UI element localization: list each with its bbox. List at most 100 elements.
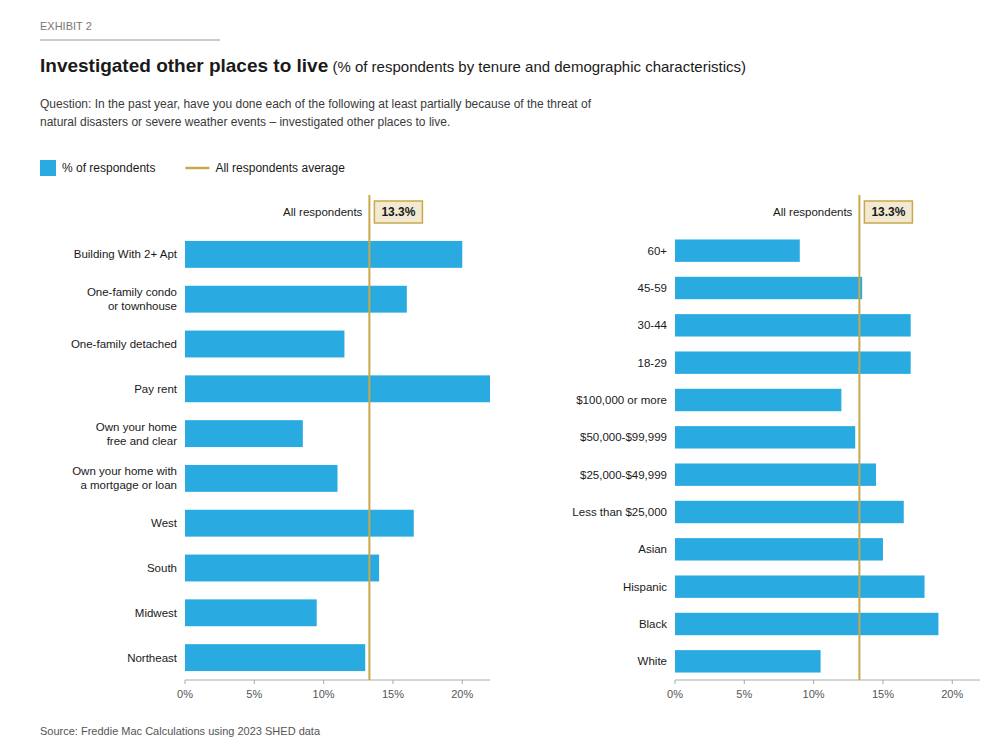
category-label: 18-29: [638, 357, 667, 369]
category-label-line: Own your home: [96, 421, 177, 433]
category-label-line: Hispanic: [623, 581, 667, 593]
x-tick: [744, 680, 745, 684]
category-label-line: Midwest: [135, 607, 178, 619]
bars: [675, 195, 938, 680]
x-tick-label: 20%: [451, 688, 473, 700]
average-label: All respondents: [283, 206, 363, 218]
legend-label: % of respondents: [62, 161, 155, 175]
category-label-line: Asian: [638, 543, 667, 555]
average-box-rect: [374, 201, 422, 223]
category-label: Pay rent: [134, 383, 178, 395]
x-tick-label: 15%: [872, 688, 894, 700]
panel: 0%5%10%15%20%60+45-5930-4418-29$100,000 …: [572, 195, 980, 700]
bar: [675, 463, 876, 485]
bar: [185, 510, 414, 537]
category-label-line: South: [147, 562, 177, 574]
average-box-rect: [864, 201, 912, 223]
x-tick: [254, 680, 255, 684]
category-label: $25,000-$49,999: [580, 469, 667, 481]
category-label: $50,000-$99,999: [580, 431, 667, 443]
category-label: Own your home with a mortgage or loan: [72, 465, 177, 491]
bar: [675, 575, 925, 597]
category-label-line: Pay rent: [134, 383, 178, 395]
legend-swatch: [40, 160, 56, 176]
note: Question: In the past year, have you don…: [40, 97, 592, 129]
x-tick-label: 0%: [667, 688, 683, 700]
category-label: 30-44: [638, 319, 668, 331]
category-label-line: Less than $25,000: [572, 506, 667, 518]
category-label-line: 18-29: [638, 357, 667, 369]
x-tick-label: 5%: [246, 688, 262, 700]
category-label-line: a mortgage or loan: [80, 479, 177, 491]
category-label: West: [151, 517, 178, 529]
category-label-line: West: [151, 517, 178, 529]
average-line: [368, 195, 370, 680]
category-label-line: free and clear: [107, 435, 177, 447]
x-tick: [462, 680, 463, 684]
category-label-line: 60+: [647, 245, 667, 257]
note-line: Question: In the past year, have you don…: [40, 97, 592, 111]
bar: [675, 277, 862, 299]
x-tick: [813, 680, 814, 684]
category-label-line: $100,000 or more: [576, 394, 667, 406]
bar: [185, 286, 407, 313]
category-label-line: $25,000-$49,999: [580, 469, 667, 481]
category-label: Building With 2+ Apt: [74, 248, 178, 260]
category-label: One-family detached: [71, 338, 177, 350]
category-label-line: One-family condo: [87, 286, 177, 298]
title: Investigated other places to live: [40, 55, 328, 76]
bar: [675, 239, 800, 261]
note-line: natural disasters or severe weather even…: [40, 115, 450, 129]
category-label: Asian: [638, 543, 667, 555]
category-label: Less than $25,000: [572, 506, 667, 518]
x-axis-line: [185, 680, 490, 681]
x-tick-label: 10%: [313, 688, 335, 700]
bar: [185, 599, 317, 626]
average-label: All respondents: [773, 206, 853, 218]
bar: [675, 501, 904, 523]
category-label: $100,000 or more: [576, 394, 667, 406]
x-axis-line: [675, 680, 980, 681]
category-label-line: White: [638, 655, 667, 667]
bar: [185, 644, 365, 671]
category-label: Midwest: [135, 607, 178, 619]
category-label-line: 30-44: [638, 319, 668, 331]
title-group: Investigated other places to live (% of …: [40, 55, 746, 76]
x-tick: [675, 680, 676, 684]
category-label: 60+: [647, 245, 667, 257]
x-tick-label: 0%: [177, 688, 193, 700]
category-label-line: $50,000-$99,999: [580, 431, 667, 443]
average-value-label: 13.3%: [871, 205, 905, 219]
x-tick-label: 20%: [941, 688, 963, 700]
category-label: One-family condo or townhouse: [87, 286, 177, 312]
bar: [675, 538, 883, 560]
bar: [675, 613, 938, 635]
x-tick: [323, 680, 324, 684]
category-label-line: Own your home with: [72, 465, 177, 477]
category-label-line: Northeast: [127, 652, 178, 664]
bar: [185, 241, 462, 268]
category-label-line: 45-59: [638, 282, 667, 294]
category-label: Black: [639, 618, 667, 630]
bar: [675, 351, 911, 373]
category-label-line: or townhouse: [108, 300, 177, 312]
average-line: [858, 195, 860, 680]
category-label: Northeast: [127, 652, 178, 664]
category-label-line: Black: [639, 618, 667, 630]
bar: [185, 465, 338, 492]
category-label: White: [638, 655, 667, 667]
chart-root: EXHIBIT 2 Investigated other places to li…: [0, 0, 1000, 749]
caption: EXHIBIT 2: [40, 20, 92, 32]
source: Source: Freddie Mac Calculations using 2…: [40, 725, 321, 737]
category-label: Hispanic: [623, 581, 667, 593]
subtitle: (% of respondents by tenure and demograp…: [328, 58, 746, 75]
bars: [185, 195, 490, 680]
panel: 0% 5% 10% 15% 20% Building With 2+ Apt One-fam…: [71, 195, 490, 700]
x-tick-label: 5%: [736, 688, 752, 700]
legend-line: [185, 167, 209, 170]
category-label: 45-59: [638, 282, 667, 294]
category-label: South: [147, 562, 177, 574]
bar: [185, 375, 490, 402]
bar: [185, 555, 379, 582]
x-tick-label: 15%: [382, 688, 404, 700]
